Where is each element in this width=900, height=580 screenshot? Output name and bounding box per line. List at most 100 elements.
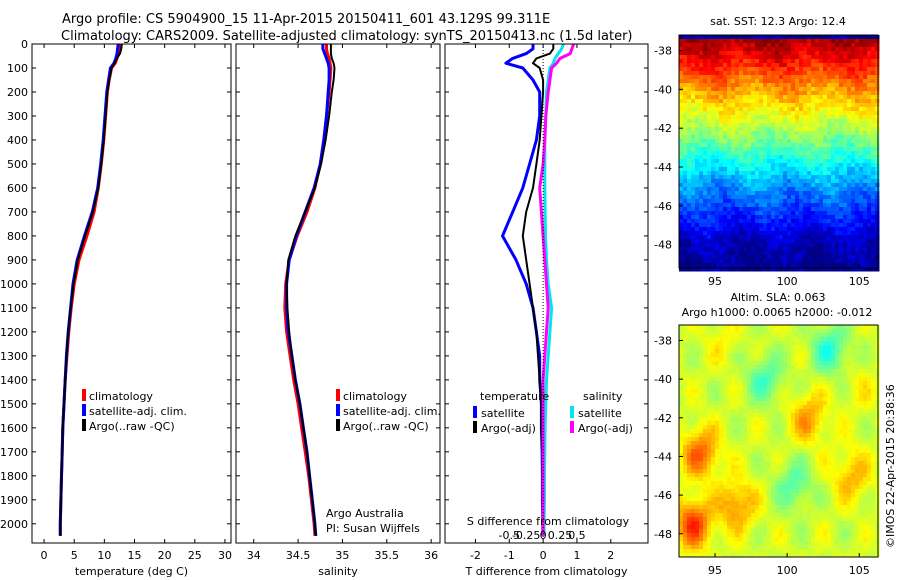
sst-map-cell bbox=[707, 223, 712, 228]
sst-map-cell bbox=[771, 167, 776, 172]
sst-map-cell bbox=[855, 211, 860, 216]
sla-map-cell bbox=[771, 461, 776, 466]
depth-tick-label: 1700 bbox=[0, 446, 28, 459]
sst-map-cell bbox=[763, 187, 768, 192]
sst-map-cell bbox=[851, 87, 856, 92]
sst-map-cell bbox=[867, 119, 872, 124]
difference-top-tick-label: 0.25 bbox=[548, 529, 573, 542]
sst-map-cell bbox=[799, 263, 804, 268]
sst-map-cell bbox=[843, 251, 848, 256]
sst-map-cell bbox=[855, 259, 860, 264]
sla-map-cell bbox=[727, 441, 732, 446]
sla-map-cell bbox=[683, 333, 688, 338]
sla-map-cell bbox=[731, 433, 736, 438]
sla-map-cell bbox=[807, 377, 812, 382]
sst-map-cell bbox=[695, 195, 700, 200]
depth-tick-label: 1100 bbox=[0, 302, 28, 315]
sst-map-cell bbox=[863, 163, 868, 168]
sst-map-cell bbox=[755, 55, 760, 60]
sst-map-cell bbox=[831, 107, 836, 112]
sla-map-cell bbox=[727, 421, 732, 426]
sst-map-cell bbox=[759, 75, 764, 80]
sla-map-cell bbox=[851, 369, 856, 374]
sst-map-cell bbox=[719, 227, 724, 232]
sst-map-cell bbox=[735, 47, 740, 52]
sla-map-cell bbox=[811, 365, 816, 370]
sst-map-cell bbox=[823, 139, 828, 144]
temperature-legend-label-0: climatology bbox=[89, 390, 153, 403]
sst-map-cell bbox=[775, 235, 780, 240]
sst-map-cell bbox=[823, 183, 828, 188]
sst-map-cell bbox=[727, 251, 732, 256]
sst-map-cell bbox=[723, 63, 728, 68]
sst-map-cell bbox=[775, 127, 780, 132]
sst-map-cell bbox=[763, 179, 768, 184]
sst-map-cell bbox=[735, 171, 740, 176]
sla-map-cell bbox=[839, 361, 844, 366]
sla-map-cell bbox=[871, 361, 876, 366]
sst-map-cell bbox=[827, 67, 832, 72]
sla-map-cell bbox=[723, 389, 728, 394]
sst-map-cell bbox=[859, 227, 864, 232]
sst-map-cell bbox=[691, 43, 696, 48]
sst-map-cell bbox=[735, 211, 740, 216]
sla-map-cell bbox=[875, 345, 880, 350]
sla-map-cell bbox=[795, 461, 800, 466]
sst-map-cell bbox=[847, 39, 852, 44]
sst-map-cell bbox=[763, 135, 768, 140]
sla-map-cell bbox=[771, 393, 776, 398]
sst-map-cell bbox=[727, 47, 732, 52]
sst-map-cell bbox=[819, 187, 824, 192]
sla-map-cell bbox=[791, 437, 796, 442]
sst-map-cell bbox=[695, 223, 700, 228]
sla-map-cell bbox=[747, 465, 752, 470]
sst-map-cell bbox=[819, 39, 824, 44]
sst-map-cell bbox=[807, 83, 812, 88]
sst-map-cell bbox=[707, 203, 712, 208]
sst-map-cell bbox=[703, 223, 708, 228]
sst-map-cell bbox=[811, 255, 816, 260]
sst-map-cell bbox=[851, 259, 856, 264]
sst-map-cell bbox=[691, 119, 696, 124]
sst-map-cell bbox=[799, 259, 804, 264]
sst-map-cell bbox=[763, 95, 768, 100]
sst-map-cell bbox=[723, 55, 728, 60]
depth-tick-label: 0 bbox=[21, 38, 28, 51]
sla-map-cell bbox=[847, 405, 852, 410]
sst-map-cell bbox=[727, 43, 732, 48]
sst-map-cell bbox=[711, 163, 716, 168]
sst-map-cell bbox=[863, 67, 868, 72]
sst-map-cell bbox=[863, 47, 868, 52]
sla-map-cell bbox=[695, 445, 700, 450]
sst-map-cell bbox=[719, 263, 724, 268]
sla-map-cell bbox=[691, 369, 696, 374]
depth-tick-label: 1600 bbox=[0, 422, 28, 435]
sla-map-cell bbox=[851, 337, 856, 342]
sst-map-cell bbox=[755, 155, 760, 160]
sst-map-cell bbox=[823, 51, 828, 56]
sst-map-cell bbox=[803, 175, 808, 180]
sla-map-cell bbox=[859, 353, 864, 358]
sst-map-cell bbox=[759, 259, 764, 264]
sla-map-cell bbox=[691, 409, 696, 414]
sst-map-cell bbox=[815, 91, 820, 96]
sla-map-cell bbox=[711, 377, 716, 382]
sla-map-cell bbox=[691, 373, 696, 378]
sla-map-cell bbox=[819, 385, 824, 390]
sla-map-cell bbox=[795, 401, 800, 406]
sst-map-cell bbox=[699, 67, 704, 72]
sst-map-cell bbox=[783, 175, 788, 180]
sst-map-cell bbox=[711, 51, 716, 56]
sla-map-cell bbox=[771, 445, 776, 450]
sst-map-cell bbox=[735, 155, 740, 160]
sst-map-cell bbox=[843, 223, 848, 228]
sst-map-cell bbox=[679, 67, 684, 72]
sst-map-cell bbox=[799, 219, 804, 224]
sst-map-cell bbox=[867, 219, 872, 224]
sla-map-cell bbox=[739, 381, 744, 386]
sst-map-cell bbox=[875, 99, 880, 104]
sla-map-cell bbox=[683, 409, 688, 414]
sla-map-cell bbox=[863, 353, 868, 358]
sla-map-cell bbox=[807, 325, 812, 330]
sla-map-cell bbox=[783, 389, 788, 394]
